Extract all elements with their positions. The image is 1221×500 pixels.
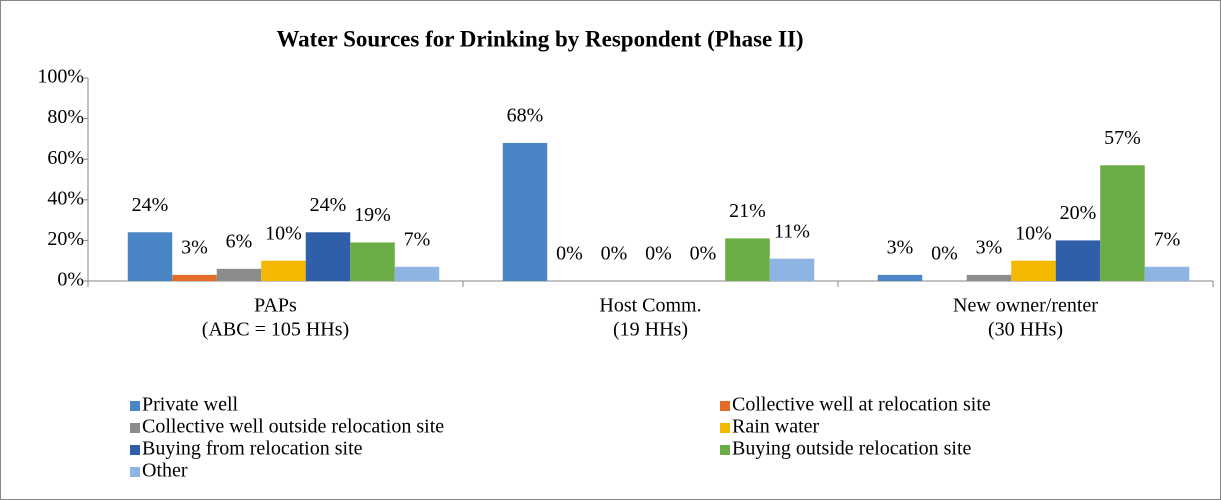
bar — [127, 232, 173, 281]
bar — [172, 274, 217, 281]
bar — [1144, 266, 1190, 281]
value-label: 20% — [1060, 202, 1097, 224]
x-tick-label: (30 HHs) — [988, 319, 1063, 341]
value-label: 24% — [132, 194, 169, 216]
bar — [350, 242, 395, 281]
value-label: 7% — [1154, 228, 1181, 250]
y-tick-label: 60% — [47, 147, 84, 169]
value-label: 57% — [1104, 127, 1141, 149]
bar — [725, 238, 770, 281]
legend-swatch — [130, 423, 140, 433]
x-tick-label: (19 HHs) — [613, 319, 688, 341]
value-label: 68% — [507, 105, 544, 127]
x-tick-label: (ABC = 105 HHs) — [202, 319, 349, 341]
legend-label: Private well — [142, 394, 239, 416]
value-label: 19% — [354, 204, 391, 226]
value-label: 7% — [404, 228, 431, 250]
bar — [502, 142, 548, 281]
value-label: 11% — [774, 220, 810, 242]
value-label: 0% — [556, 243, 583, 265]
x-tick-label: New owner/renter — [953, 295, 1098, 317]
bar — [305, 232, 351, 281]
value-label: 10% — [265, 222, 302, 244]
legend-label: Rain water — [732, 416, 820, 438]
y-tick-label: 40% — [47, 187, 84, 209]
bar — [394, 266, 440, 281]
legend-swatch — [720, 401, 730, 411]
legend-label: Buying outside relocation site — [732, 438, 972, 460]
y-tick-label: 20% — [47, 228, 84, 250]
value-label: 6% — [226, 230, 253, 252]
y-tick-label: 100% — [37, 66, 84, 88]
value-label: 21% — [729, 200, 766, 222]
legend-swatch — [720, 423, 730, 433]
bar — [1011, 260, 1056, 281]
x-tick-label: PAPs — [254, 295, 297, 317]
legend-swatch — [130, 467, 140, 477]
legend-label: Collective well outside relocation site — [142, 416, 444, 438]
value-label: 0% — [690, 243, 717, 265]
bar — [261, 260, 306, 281]
legend-label: Other — [142, 460, 188, 482]
value-label: 3% — [887, 237, 914, 259]
legend-label: Buying from relocation site — [142, 438, 363, 460]
bar — [966, 274, 1012, 281]
legend-swatch — [130, 445, 140, 455]
legend-swatch — [720, 445, 730, 455]
value-label: 3% — [976, 237, 1003, 259]
y-tick-label: 80% — [47, 106, 84, 128]
y-tick-label: 0% — [57, 269, 84, 291]
bar — [769, 258, 815, 281]
legend-label: Collective well at relocation site — [732, 394, 991, 416]
legend-swatch — [130, 401, 140, 411]
bar — [877, 274, 923, 281]
x-tick-label: Host Comm. — [599, 295, 701, 317]
value-label: 0% — [601, 243, 628, 265]
bar — [216, 268, 262, 281]
value-label: 0% — [645, 243, 672, 265]
value-label: 0% — [931, 243, 958, 265]
value-label: 24% — [310, 194, 347, 216]
chart-title: Water Sources for Drinking by Respondent… — [276, 26, 803, 51]
bar — [1100, 165, 1145, 281]
bar — [1055, 240, 1101, 281]
value-label: 3% — [181, 237, 208, 259]
value-label: 10% — [1015, 222, 1052, 244]
